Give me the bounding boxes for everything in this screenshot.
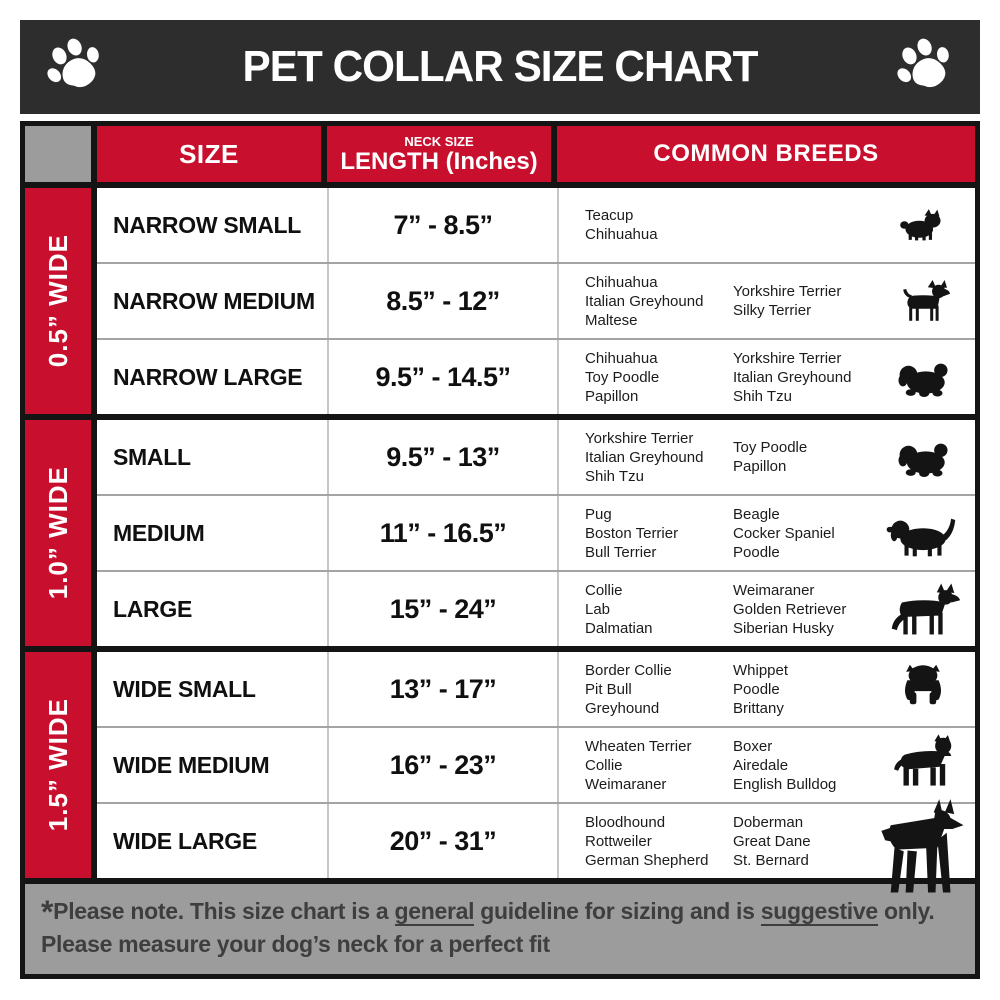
size-cell: WIDE SMALL xyxy=(113,675,256,702)
breeds-column-1: Teacup Chihuahua xyxy=(585,207,658,243)
column-header-size: SIZE xyxy=(97,126,321,182)
footer-underlined-suggestive: suggestive xyxy=(760,898,878,926)
footer-note: *Please note. This size chart is a gener… xyxy=(25,884,975,974)
corner-cell xyxy=(25,126,91,182)
doberman-icon xyxy=(859,799,971,902)
breeds-cell: Wheaten Terrier Collie Weimaraner Boxer … xyxy=(557,728,975,802)
chihuahua-icon xyxy=(893,280,953,322)
size-chart-table: SIZE NECK SIZE LENGTH (Inches) COMMON BR… xyxy=(20,121,980,979)
paw-print-icon xyxy=(897,38,949,88)
table-row: NARROW SMALL 7” - 8.5” Teacup Chihuahua xyxy=(97,188,975,262)
shepherd-icon xyxy=(883,582,963,636)
column-header-common-breeds: COMMON BREEDS xyxy=(557,126,975,182)
breeds-column-1: Chihuahua Italian Greyhound Maltese xyxy=(585,273,704,329)
footer-line1-e: only. xyxy=(877,898,935,924)
breeds-cell: Yorkshire Terrier Italian Greyhound Shih… xyxy=(557,420,975,494)
length-cell: 9.5” - 13” xyxy=(327,420,557,494)
breeds-column-2: Weimaraner Golden Retriever Siberian Hus… xyxy=(733,581,847,637)
length-cell: 9.5” - 14.5” xyxy=(327,340,557,414)
length-inches-label: LENGTH (Inches) xyxy=(340,147,538,175)
breeds-column-2: Whippet Poodle Brittany xyxy=(733,661,789,717)
table-row: NARROW LARGE 9.5” - 14.5” Chihuahua Toy … xyxy=(97,338,975,414)
footer-line1-a: Please note. This size chart is a xyxy=(53,898,395,924)
yorkie-icon xyxy=(899,208,947,242)
table-row: LARGE 15” - 24” Collie Lab Dalmatian Wei… xyxy=(97,570,975,646)
length-cell: 16” - 23” xyxy=(327,728,557,802)
column-header-neck-length: NECK SIZE LENGTH (Inches) xyxy=(327,126,551,182)
asterisk: * xyxy=(41,894,54,930)
length-cell: 20” - 31” xyxy=(327,804,557,878)
breeds-cell: Teacup Chihuahua xyxy=(557,188,975,262)
breeds-column-2: Doberman Great Dane St. Bernard xyxy=(733,813,811,869)
table-row: WIDE LARGE 20” - 31” Bloodhound Rottweil… xyxy=(97,799,975,893)
group-rows: WIDE SMALL 13” - 17” Border Collie Pit B… xyxy=(97,652,975,893)
group-rows: SMALL 9.5” - 13” Yorkshire Terrier Itali… xyxy=(97,420,975,646)
breeds-column-1: Collie Lab Dalmatian xyxy=(585,581,653,637)
pekingese-icon xyxy=(895,438,951,477)
length-cell: 13” - 17” xyxy=(327,652,557,726)
group-rows: NARROW SMALL 7” - 8.5” Teacup Chihuahua xyxy=(97,188,975,414)
width-group-1-5: 1.5” WIDE WIDE SMALL 13” - 17” Border Co… xyxy=(25,652,975,893)
size-cell: NARROW SMALL xyxy=(113,211,302,238)
size-cell: NARROW MEDIUM xyxy=(113,287,315,314)
breeds-column-1: Bloodhound Rottweiler German Shepherd xyxy=(585,813,709,869)
bulldog-icon xyxy=(899,662,947,707)
length-cell: 7” - 8.5” xyxy=(327,188,557,262)
table-row: NARROW MEDIUM 8.5” - 12” Chihuahua Itali… xyxy=(97,262,975,338)
size-cell: LARGE xyxy=(113,595,193,622)
size-cell: SMALL xyxy=(113,443,191,470)
breeds-column-1: Wheaten Terrier Collie Weimaraner xyxy=(585,737,692,793)
length-cell: 8.5” - 12” xyxy=(327,264,557,338)
breeds-column-1: Pug Boston Terrier Bull Terrier xyxy=(585,505,679,561)
breeds-cell: Chihuahua Toy Poodle Papillon Yorkshire … xyxy=(557,340,975,414)
table-row: MEDIUM 11” - 16.5” Pug Boston Terrier Bu… xyxy=(97,494,975,570)
breeds-cell: Collie Lab Dalmatian Weimaraner Golden R… xyxy=(557,572,975,646)
breeds-column-2: Beagle Cocker Spaniel Poodle xyxy=(733,505,835,561)
paw-print-icon xyxy=(47,38,99,88)
breeds-cell: Pug Boston Terrier Bull Terrier Beagle C… xyxy=(557,496,975,570)
breeds-column-1: Yorkshire Terrier Italian Greyhound Shih… xyxy=(585,429,704,485)
size-cell: MEDIUM xyxy=(113,519,205,546)
table-row: WIDE MEDIUM 16” - 23” Wheaten Terrier Co… xyxy=(97,726,975,802)
footer-underlined-general: general xyxy=(394,898,475,926)
beagle-icon xyxy=(885,509,961,557)
page-title: PET COLLAR SIZE CHART xyxy=(242,42,759,91)
breeds-cell: Border Collie Pit Bull Greyhound Whippet… xyxy=(557,652,975,726)
breeds-column-2: Yorkshire Terrier Silky Terrier xyxy=(733,283,842,319)
breeds-column-1: Border Collie Pit Bull Greyhound xyxy=(585,661,672,717)
breeds-column-2: Yorkshire Terrier Italian Greyhound Shih… xyxy=(733,349,852,405)
table-row: WIDE SMALL 13” - 17” Border Collie Pit B… xyxy=(97,652,975,726)
width-group-0-5: 0.5” WIDE NARROW SMALL 7” - 8.5” Teacup … xyxy=(25,188,975,414)
footer-line2: Please measure your dog’s neck for a per… xyxy=(41,931,550,957)
width-label-1-0: 1.0” WIDE xyxy=(25,420,91,646)
breeds-cell: Chihuahua Italian Greyhound Maltese York… xyxy=(557,264,975,338)
title-bar: PET COLLAR SIZE CHART xyxy=(20,20,980,114)
table-row: SMALL 9.5” - 13” Yorkshire Terrier Itali… xyxy=(97,420,975,494)
size-cell: WIDE LARGE xyxy=(113,827,257,854)
size-cell: NARROW LARGE xyxy=(113,363,303,390)
length-cell: 15” - 24” xyxy=(327,572,557,646)
table-header-row: SIZE NECK SIZE LENGTH (Inches) COMMON BR… xyxy=(25,126,975,182)
neck-size-label: NECK SIZE xyxy=(404,133,474,149)
length-cell: 11” - 16.5” xyxy=(327,496,557,570)
width-label-1-5: 1.5” WIDE xyxy=(25,652,91,878)
breeds-column-2: Boxer Airedale English Bulldog xyxy=(733,737,837,793)
footer-line1-c: guideline for sizing and is xyxy=(474,898,761,924)
size-cell: WIDE MEDIUM xyxy=(113,751,270,778)
breeds-cell: Bloodhound Rottweiler German Shepherd Do… xyxy=(557,799,975,893)
width-group-1-0: 1.0” WIDE SMALL 9.5” - 13” Yorkshire Ter… xyxy=(25,420,975,646)
breeds-column-2: Toy Poodle Papillon xyxy=(733,439,808,475)
pitbull-icon xyxy=(886,733,960,787)
width-label-0-5: 0.5” WIDE xyxy=(25,188,91,414)
breeds-column-1: Chihuahua Toy Poodle Papillon xyxy=(585,349,660,405)
pekingese-icon xyxy=(895,358,951,397)
